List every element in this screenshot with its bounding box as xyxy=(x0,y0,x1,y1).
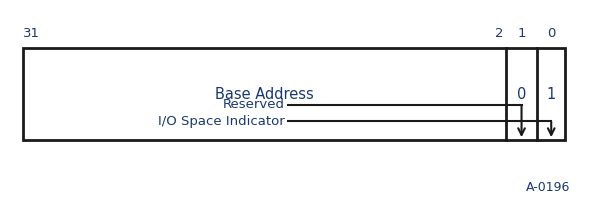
Text: Base Address: Base Address xyxy=(215,87,314,102)
Text: 1: 1 xyxy=(546,87,556,102)
Text: 0: 0 xyxy=(517,87,526,102)
Text: 1: 1 xyxy=(517,27,526,40)
Text: 31: 31 xyxy=(23,27,40,40)
Bar xyxy=(23,48,565,140)
Text: Reserved: Reserved xyxy=(223,98,285,111)
Text: 2: 2 xyxy=(495,27,504,40)
Text: I/O Space Indicator: I/O Space Indicator xyxy=(159,115,285,128)
Text: 0: 0 xyxy=(547,27,555,40)
Text: A-0196: A-0196 xyxy=(526,181,570,194)
